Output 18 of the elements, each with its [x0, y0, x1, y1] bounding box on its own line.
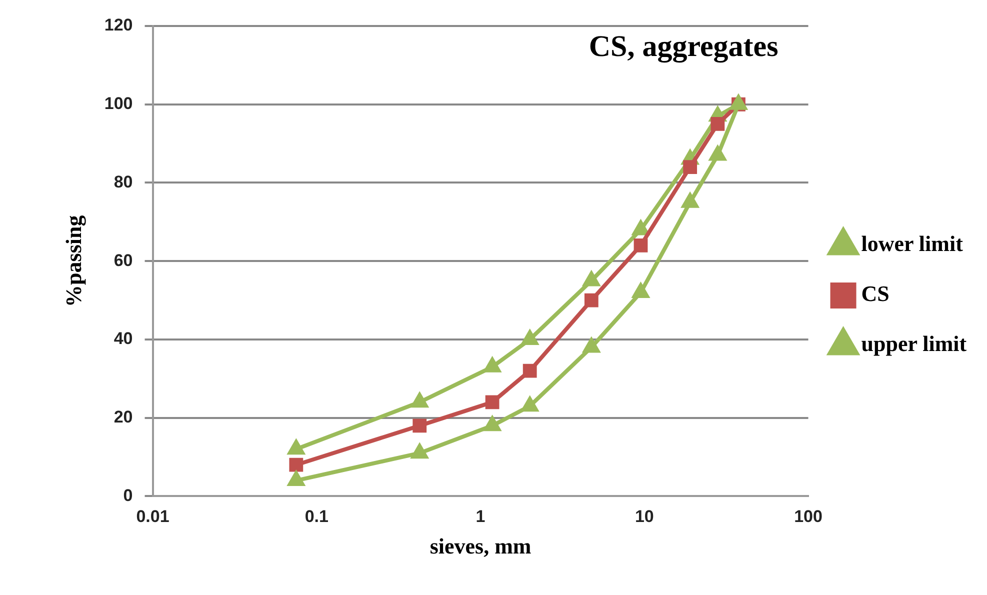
y-tick-label: 80: [114, 172, 133, 192]
legend-label: CS: [861, 281, 890, 306]
x-axis-title: sieves, mm: [430, 533, 532, 558]
x-tick-label: 0.01: [136, 507, 170, 526]
x-tick-label: 0.1: [304, 507, 328, 526]
y-tick-label: 0: [123, 486, 133, 505]
y-tick-label: 40: [114, 329, 133, 348]
legend-label: lower limit: [861, 231, 964, 256]
y-axis-title: %passing: [60, 215, 86, 307]
legend-label: upper limit: [861, 331, 968, 356]
chart-title: CS, aggregates: [588, 30, 778, 63]
y-tick-label: 120: [104, 16, 133, 35]
y-tick-label: 20: [114, 408, 133, 427]
x-tick-label: 1: [476, 507, 486, 526]
x-tick-label: 10: [634, 507, 654, 526]
y-tick-label: 60: [114, 250, 133, 270]
x-tick-label: 100: [794, 507, 822, 526]
y-tick-label: 100: [104, 94, 133, 114]
